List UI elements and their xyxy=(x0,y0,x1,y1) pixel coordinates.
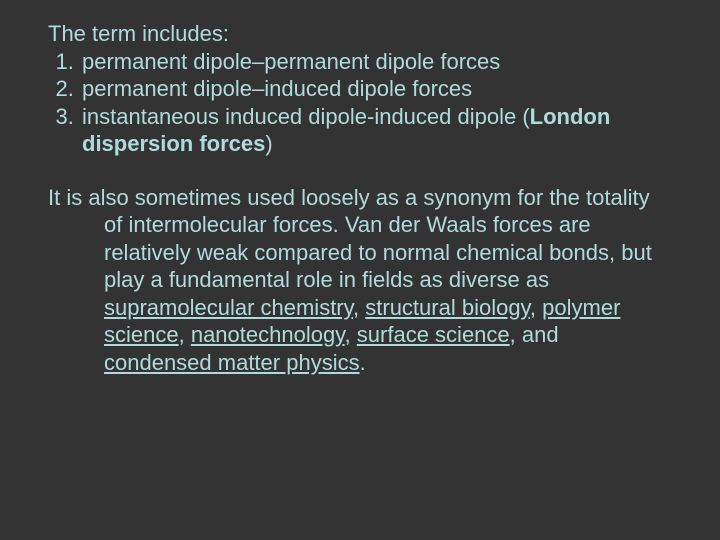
para-run: , xyxy=(530,295,542,320)
link-structural-biology: structural biology xyxy=(365,295,530,320)
para-run: , xyxy=(353,295,365,320)
slide: The term includes: permanent dipole–perm… xyxy=(0,0,720,540)
list-item: permanent dipole–induced dipole forces xyxy=(80,75,672,103)
link-surface-science: surface science xyxy=(357,322,510,347)
list-item-run: ) xyxy=(265,131,272,156)
link-condensed-matter-physics: condensed matter physics xyxy=(104,350,360,375)
includes-list: permanent dipole–permanent dipole forces… xyxy=(48,48,672,158)
list-item-text: permanent dipole–permanent dipole forces xyxy=(82,49,500,74)
intro-text: The term includes: xyxy=(48,20,672,48)
list-item: permanent dipole–permanent dipole forces xyxy=(80,48,672,76)
body-paragraph: It is also sometimes used loosely as a s… xyxy=(48,184,672,377)
list-item-text: permanent dipole–induced dipole forces xyxy=(82,76,472,101)
list-item: instantaneous induced dipole-induced dip… xyxy=(80,103,672,158)
para-run: , xyxy=(179,322,191,347)
para-run: It is also sometimes used loosely as a s… xyxy=(48,185,652,293)
para-run: , xyxy=(345,322,357,347)
list-item-run: instantaneous induced dipole-induced dip… xyxy=(82,104,530,129)
link-nanotechnology: nanotechnology xyxy=(191,322,345,347)
para-run: . xyxy=(360,350,366,375)
link-supramolecular-chemistry: supramolecular chemistry xyxy=(104,295,353,320)
para-run: , and xyxy=(510,322,559,347)
